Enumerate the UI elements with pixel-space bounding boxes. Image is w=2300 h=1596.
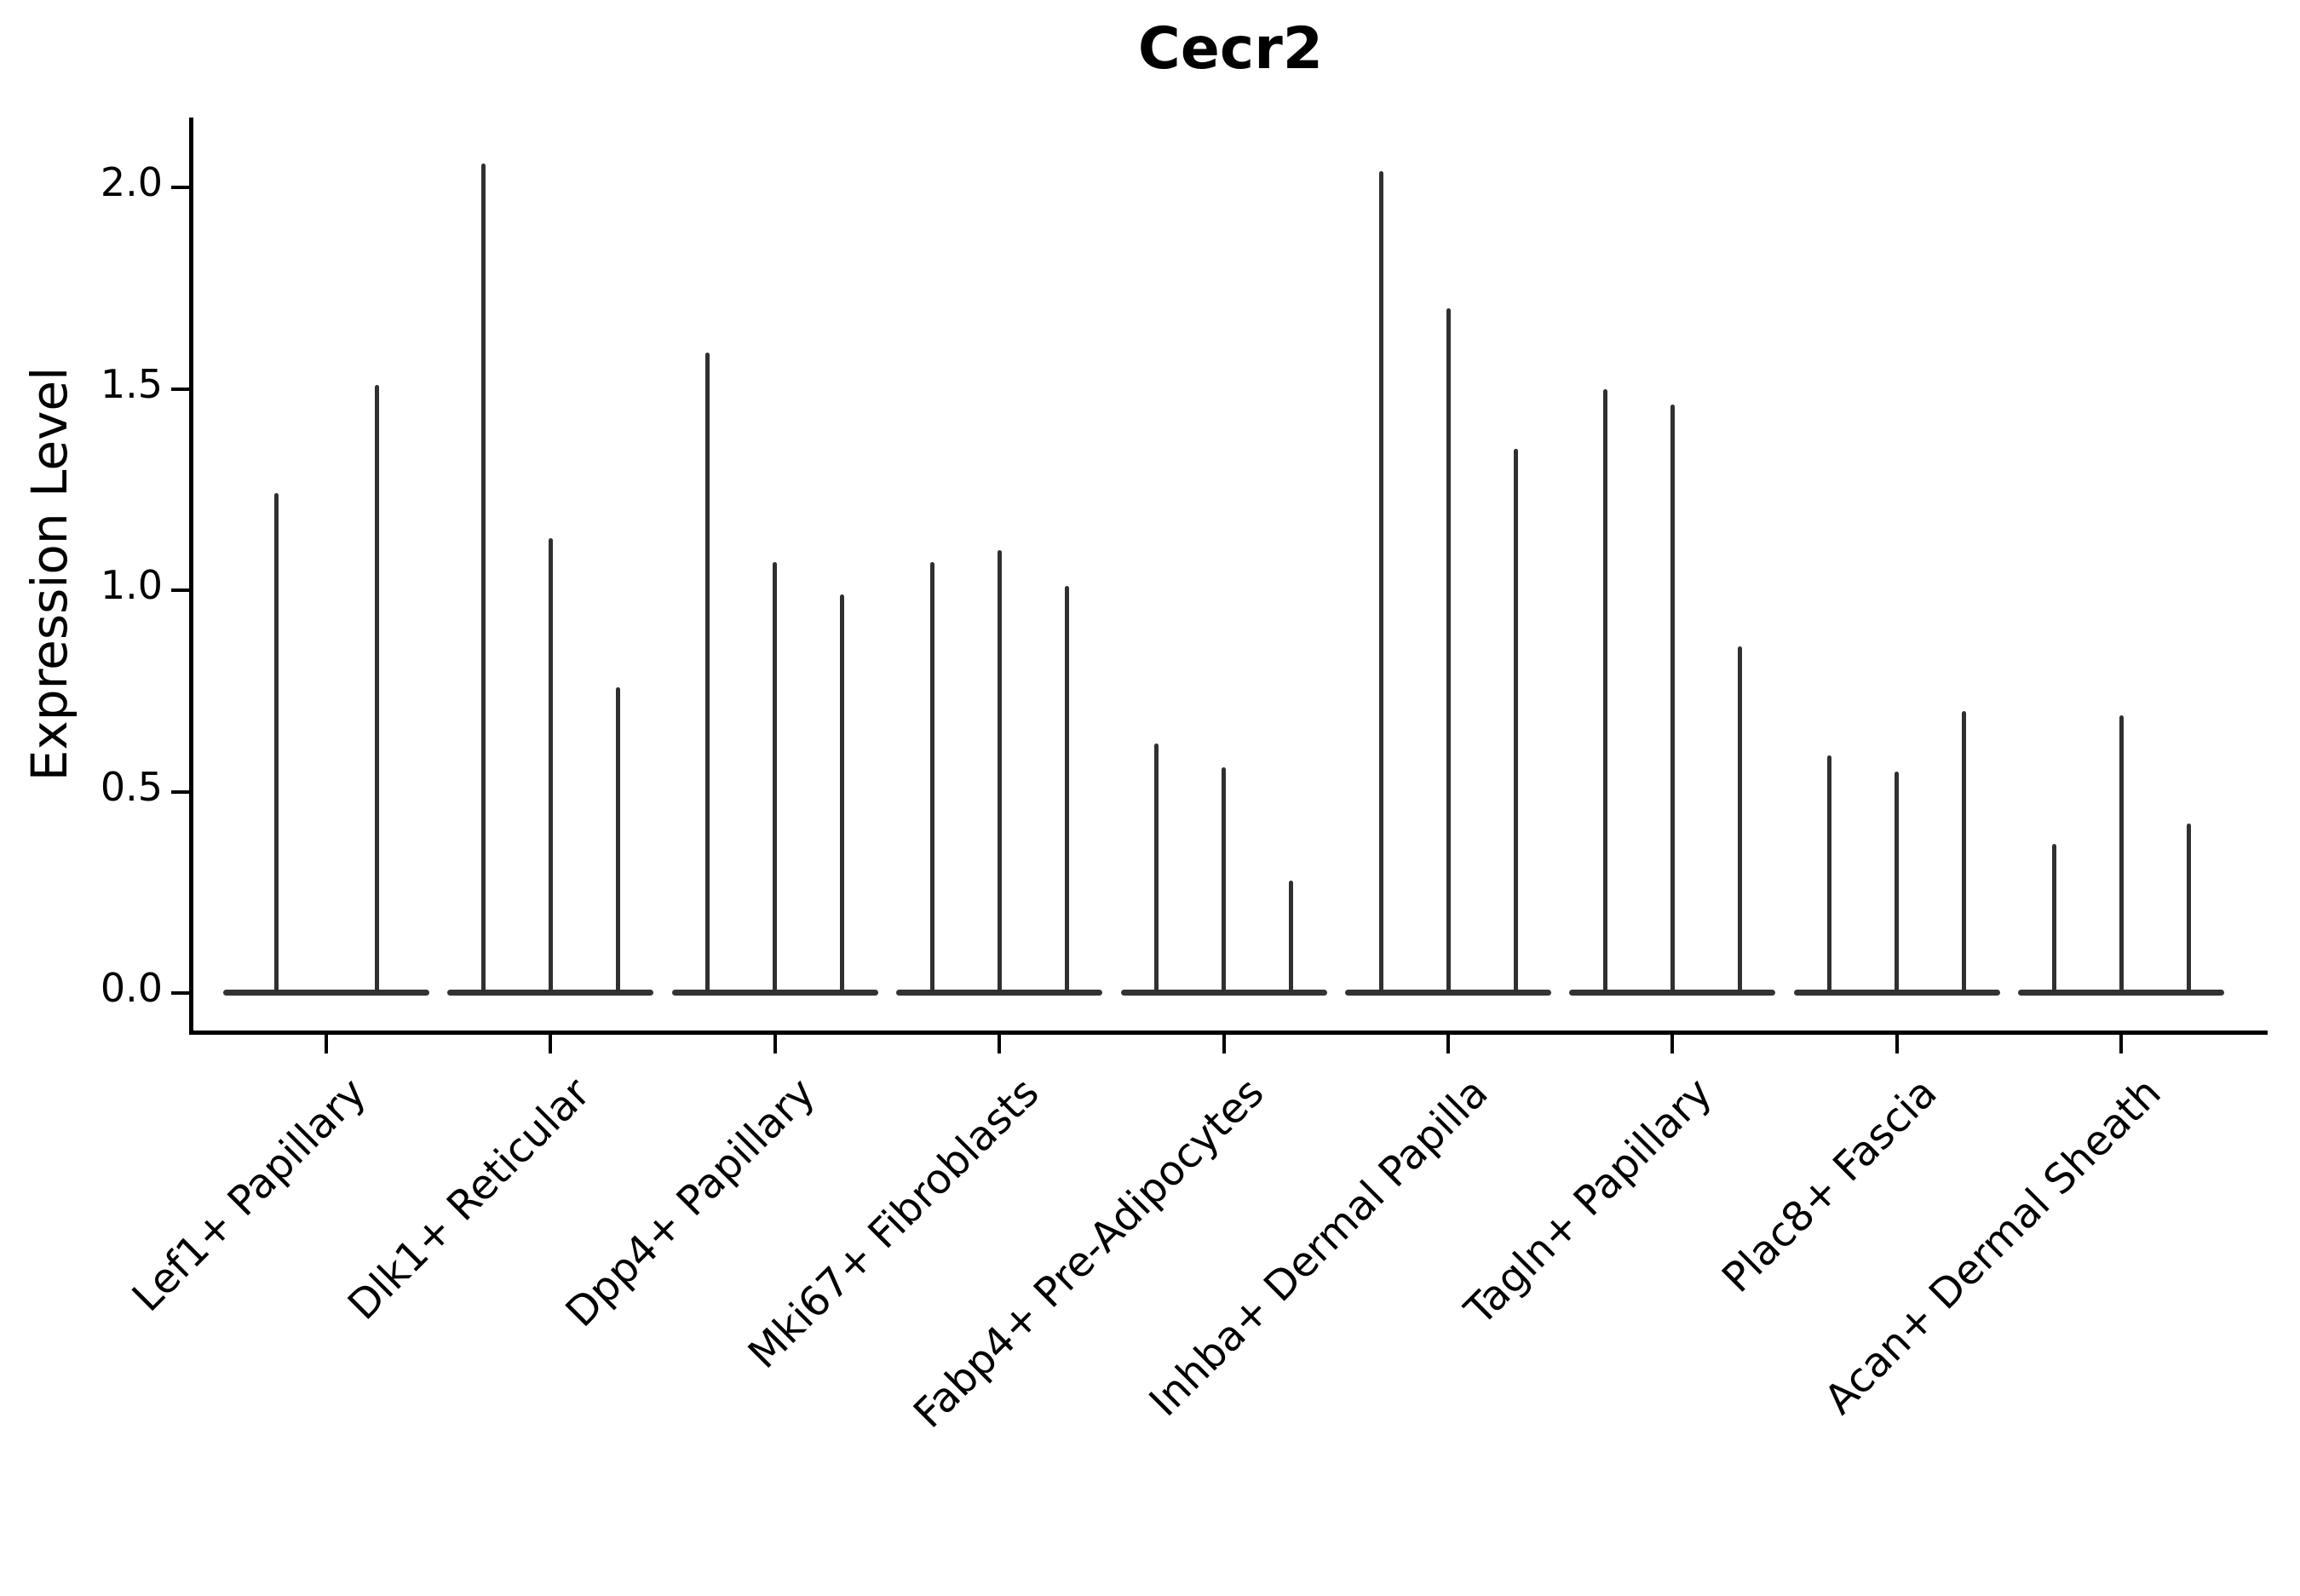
violin-spike: [1289, 880, 1294, 993]
x-tick-label: Dlk1+ Reticular: [339, 1069, 601, 1329]
y-tick-mark: [171, 789, 192, 794]
violin-spike: [615, 686, 620, 993]
violin-spike: [1895, 771, 1900, 993]
violin-plot-figure: Cecr2 Expression Level 0.0 0.5 1.0 1.5 2.0 Le…: [20, 15, 2268, 1438]
violin-spike: [773, 561, 778, 993]
violin-spike: [2186, 824, 2191, 993]
y-tick-mark: [171, 387, 192, 391]
violin-spike: [840, 594, 845, 993]
violin-spike: [1962, 710, 1967, 993]
violin-spike: [1513, 449, 1518, 993]
x-tick-mark: [998, 1035, 1002, 1053]
x-tick-mark: [549, 1035, 553, 1053]
x-tick-mark: [1670, 1035, 1675, 1053]
x-tick-label: Acan+ Dermal Sheath: [1815, 1069, 2171, 1424]
y-tick-label: 1.0: [100, 562, 163, 608]
violin-spike: [1737, 646, 1742, 993]
x-tick-mark: [325, 1035, 328, 1053]
violin-spike: [374, 384, 379, 993]
x-tick-mark: [773, 1035, 777, 1053]
violin-baseline: [223, 990, 429, 996]
violin-spike: [997, 549, 1002, 993]
x-tick-mark: [2119, 1035, 2124, 1053]
violin-spike: [1222, 767, 1227, 993]
x-tick-label: Dpp4+ Papillary: [556, 1069, 825, 1337]
x-tick-label: Plac8+ Fascia: [1712, 1069, 1946, 1302]
x-tick-mark: [1446, 1035, 1450, 1053]
x-tick-mark: [1222, 1035, 1226, 1053]
y-tick-label: 1.5: [100, 360, 163, 407]
violin-spike: [2119, 715, 2124, 993]
violin-spike: [273, 493, 279, 993]
x-tick-label: Fabp4+ Pre-Adipocytes: [904, 1069, 1274, 1438]
y-tick-label: 0.0: [100, 965, 163, 1011]
violin-spike: [2051, 843, 2056, 993]
x-tick-label: Tagln+ Papillary: [1456, 1069, 1722, 1335]
violin-spike: [1446, 307, 1451, 993]
violin-spike: [1670, 405, 1675, 993]
violin-spike: [929, 561, 934, 993]
violin-spike: [1827, 755, 1832, 993]
y-tick-label: 2.0: [100, 159, 163, 205]
y-tick-mark: [171, 186, 192, 189]
x-axis-spine: [189, 1031, 2268, 1035]
y-tick-mark: [171, 588, 192, 592]
y-axis-spine: [189, 118, 193, 1035]
violin-spike: [1064, 586, 1069, 993]
violin-spike: [705, 352, 710, 993]
y-tick-mark: [171, 991, 192, 995]
violin-spike: [480, 163, 486, 993]
x-tick-label: Mki67+ Fibroblasts: [739, 1069, 1049, 1378]
violin-spike: [548, 537, 553, 993]
violin-spike: [1602, 388, 1607, 993]
x-tick-mark: [1895, 1035, 1899, 1053]
violin-spike: [1378, 171, 1383, 993]
chart-title: Cecr2: [1137, 15, 1324, 83]
x-tick-label: Inhba+ Dermal Papilla: [1140, 1069, 1498, 1427]
y-tick-label: 0.5: [100, 763, 163, 810]
violin-spike: [1154, 743, 1159, 993]
